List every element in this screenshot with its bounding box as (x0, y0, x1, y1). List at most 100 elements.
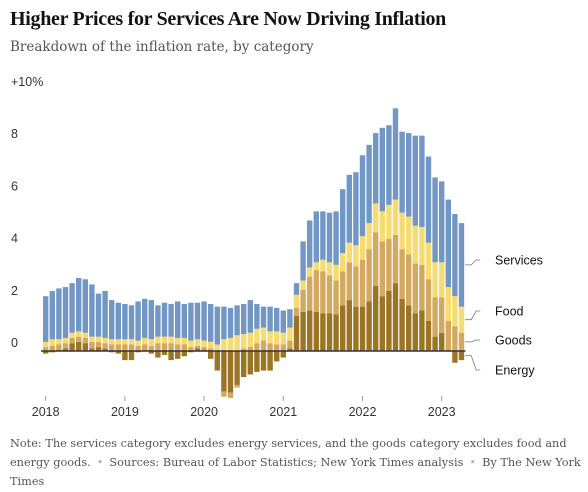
bar-goods (142, 344, 148, 350)
bar-goods (69, 337, 75, 344)
bar-energy (412, 313, 418, 351)
bar-services (412, 135, 418, 226)
bar-services (419, 135, 425, 228)
bar-services (326, 212, 333, 263)
bar-services (76, 277, 82, 332)
bar-goods (320, 271, 326, 314)
series-label-food: Food (495, 305, 524, 319)
chart-title: Higher Prices for Services Are Now Drivi… (10, 8, 447, 30)
bar-goods (102, 343, 108, 349)
bar-goods (458, 332, 465, 351)
bar-services (122, 304, 128, 340)
bar-energy (43, 351, 49, 354)
bar-goods (122, 344, 128, 352)
y-tick-label: 4 (11, 232, 18, 246)
bar-food (346, 242, 352, 263)
bar-energy (419, 310, 425, 351)
bar-goods (260, 340, 267, 351)
bar-goods (445, 320, 451, 350)
bar-energy (247, 351, 253, 375)
bar-goods (432, 297, 438, 337)
y-tick-label: 2 (11, 284, 18, 298)
bar-goods (267, 343, 273, 351)
bar-services (234, 305, 240, 336)
bar-energy (326, 313, 333, 351)
bar-goods (307, 276, 313, 311)
bar-services (201, 301, 207, 341)
bar-food (62, 337, 69, 344)
bar-goods (346, 262, 352, 301)
bar-services (214, 306, 220, 345)
bar-goods (168, 343, 174, 351)
bar-energy (241, 351, 247, 378)
bar-food (214, 344, 220, 352)
bar-services (56, 288, 62, 340)
x-tick-label: 2020 (190, 405, 218, 419)
bar-goods (201, 347, 207, 350)
bar-energy (399, 298, 405, 351)
series-label-energy: Energy (495, 364, 535, 378)
bar-goods (109, 344, 115, 352)
bar-energy (313, 311, 319, 351)
bar-services (406, 133, 412, 217)
bar-goods (392, 234, 399, 284)
bar-food (280, 332, 286, 345)
bar-services (241, 304, 247, 335)
bar-services (307, 220, 313, 268)
bar-food (287, 327, 293, 341)
bar-goods (373, 232, 379, 286)
bar-food (260, 327, 267, 341)
bar-services (333, 211, 339, 265)
bar-energy (254, 351, 260, 372)
bar-energy (406, 305, 412, 351)
bar-food (43, 341, 49, 348)
bar-goods (227, 392, 234, 398)
bar-goods (359, 259, 366, 307)
bar-services (69, 283, 75, 333)
bar-energy (300, 311, 306, 351)
y-axis: 0 2 4 6 8 +10% (11, 75, 43, 350)
bar-goods (115, 344, 121, 352)
bar-food (313, 262, 319, 271)
bar-energy (168, 351, 174, 361)
bar-energy (452, 351, 458, 363)
bar-food (208, 341, 214, 349)
bar-food (366, 223, 372, 250)
bar-services (287, 309, 293, 328)
bar-food (340, 253, 346, 272)
x-tick-label: 2023 (428, 405, 456, 419)
bar-energy (458, 351, 465, 361)
bar-goods (386, 238, 392, 291)
bar-energy (353, 306, 359, 351)
bar-energy (194, 348, 201, 351)
bar-food (188, 340, 194, 348)
bar-services (82, 279, 88, 333)
bar-energy (62, 348, 69, 351)
label-leader-line (465, 339, 481, 343)
bar-services (392, 108, 399, 200)
bar-energy (386, 290, 392, 351)
bar-energy (82, 343, 88, 351)
bar-goods (128, 344, 135, 352)
sources-text: Sources: Bureau of Labor Statistics; New… (109, 456, 464, 469)
bar-energy (102, 348, 108, 351)
bar-energy (293, 315, 300, 351)
bar-energy (214, 351, 220, 371)
bar-food (432, 262, 438, 298)
bar-services (43, 296, 49, 342)
bar-services (445, 199, 451, 288)
bar-food (412, 225, 418, 264)
bar-goods (366, 249, 372, 302)
bar-food (155, 336, 161, 344)
bar-energy (234, 351, 240, 385)
bar-food (89, 336, 95, 342)
bar-goods (76, 336, 82, 342)
bar-food (142, 337, 148, 345)
bar-food (300, 280, 306, 290)
x-tick-label: 2018 (32, 405, 60, 419)
bar-services (254, 304, 260, 329)
bar-food (419, 227, 425, 265)
bar-food (241, 334, 247, 349)
bar-goods (49, 345, 55, 351)
bar-services (313, 211, 319, 263)
